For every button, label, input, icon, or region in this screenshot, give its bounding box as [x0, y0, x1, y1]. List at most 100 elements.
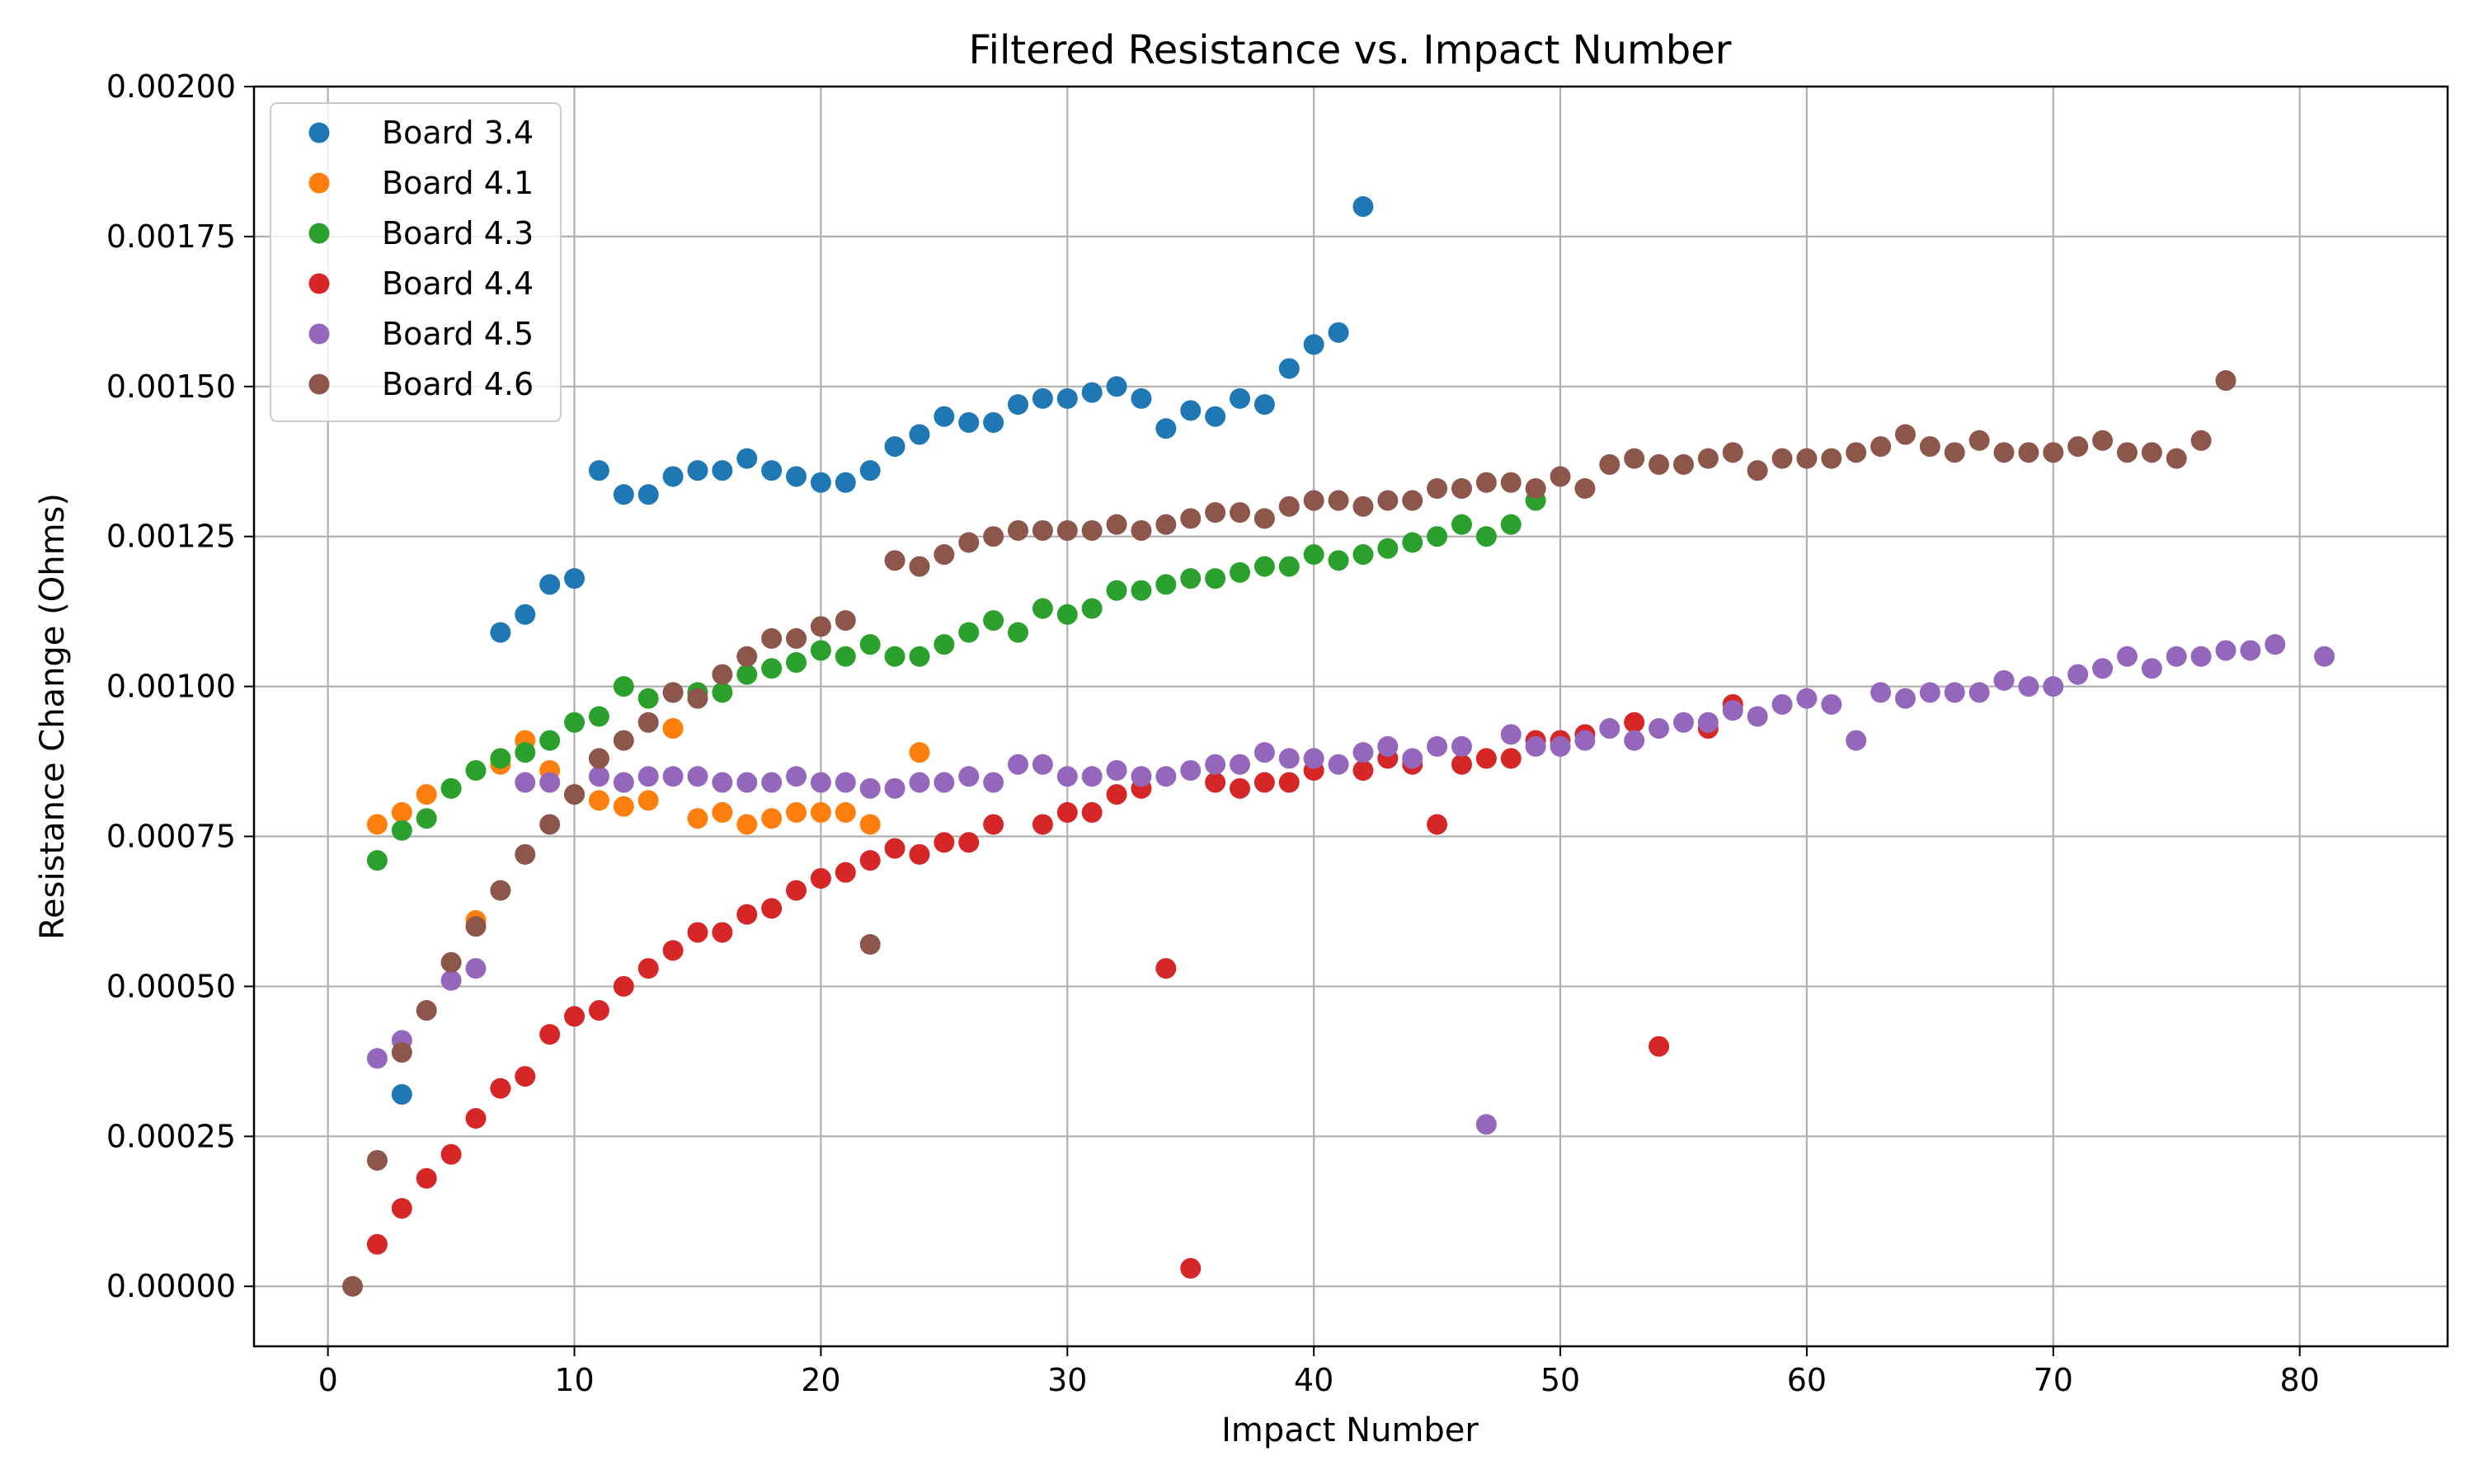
- data-point: [884, 646, 905, 667]
- legend-label: Board 4.1: [382, 165, 534, 201]
- data-point: [934, 772, 955, 793]
- data-point: [786, 766, 807, 787]
- legend-label: Board 4.3: [382, 215, 534, 251]
- data-point: [539, 1024, 561, 1045]
- data-point: [835, 862, 856, 883]
- data-point: [391, 1198, 412, 1219]
- data-point: [1451, 735, 1472, 757]
- data-point: [1427, 814, 1448, 835]
- data-point: [2116, 442, 2138, 463]
- data-point: [1525, 478, 1546, 500]
- data-point: [1155, 958, 1177, 979]
- x-tick-label: 50: [1540, 1362, 1580, 1398]
- data-point: [1131, 580, 1152, 601]
- data-point: [2190, 430, 2212, 451]
- data-point: [2240, 640, 2261, 661]
- data-point: [1624, 448, 1645, 469]
- data-point: [637, 711, 659, 733]
- data-point: [1894, 424, 1916, 445]
- data-point: [416, 1000, 437, 1021]
- data-point: [391, 819, 412, 841]
- data-point: [859, 460, 881, 481]
- data-point: [1008, 394, 1029, 416]
- data-point: [1278, 556, 1300, 577]
- data-point: [1525, 735, 1546, 757]
- data-point: [1500, 472, 1522, 493]
- chart-title: Filtered Resistance vs. Impact Number: [968, 27, 1731, 73]
- data-point: [1599, 718, 1620, 740]
- data-point: [564, 1006, 586, 1027]
- data-point: [835, 610, 856, 632]
- data-point: [662, 718, 684, 740]
- x-tick-label: 30: [1047, 1362, 1087, 1398]
- data-point: [761, 460, 783, 481]
- data-point: [1870, 436, 1892, 458]
- data-point: [1944, 682, 1965, 703]
- data-point: [342, 1275, 364, 1297]
- data-point: [588, 790, 609, 811]
- legend-label: Board 4.5: [382, 316, 534, 352]
- data-point: [1303, 334, 1324, 355]
- data-point: [1377, 735, 1399, 757]
- data-point: [662, 682, 684, 703]
- data-point: [662, 766, 684, 787]
- data-point: [1747, 706, 1768, 727]
- data-point: [1106, 759, 1127, 781]
- data-point: [564, 784, 586, 805]
- data-point: [490, 1078, 511, 1099]
- data-point: [1500, 724, 1522, 745]
- data-point: [736, 772, 758, 793]
- data-point: [958, 832, 980, 853]
- data-point: [2043, 676, 2064, 697]
- data-points: [342, 196, 2335, 1297]
- x-tick-label: 80: [2279, 1362, 2319, 1398]
- data-point: [1180, 1257, 1202, 1279]
- data-point: [564, 568, 586, 589]
- data-point: [810, 616, 831, 637]
- data-point: [958, 411, 980, 433]
- y-tick-label: 0.00050: [106, 968, 236, 1004]
- data-point: [835, 472, 856, 493]
- data-point: [416, 784, 437, 805]
- data-point: [1081, 801, 1103, 823]
- x-tick-label: 0: [318, 1362, 338, 1398]
- legend-marker: [308, 373, 330, 395]
- data-point: [1944, 442, 1965, 463]
- legend-marker: [308, 323, 330, 345]
- data-point: [1056, 603, 1078, 625]
- data-point: [465, 759, 487, 781]
- data-point: [712, 772, 733, 793]
- data-point: [515, 772, 536, 793]
- data-point: [761, 658, 783, 679]
- data-point: [786, 466, 807, 487]
- data-point: [588, 1000, 609, 1021]
- legend-marker: [308, 122, 330, 143]
- data-point: [2141, 442, 2162, 463]
- data-point: [1846, 442, 1867, 463]
- data-point: [1056, 519, 1078, 541]
- data-point: [1402, 490, 1423, 511]
- data-point: [934, 544, 955, 566]
- data-point: [2018, 442, 2039, 463]
- data-point: [1032, 598, 1053, 619]
- y-tick-label: 0.00125: [106, 519, 236, 555]
- data-point: [884, 436, 905, 458]
- data-point: [1377, 490, 1399, 511]
- data-point: [1131, 387, 1152, 409]
- data-point: [416, 808, 437, 829]
- data-point: [1328, 490, 1349, 511]
- data-point: [1427, 478, 1448, 500]
- data-point: [613, 676, 634, 697]
- data-point: [884, 550, 905, 571]
- data-point: [539, 814, 561, 835]
- data-point: [2141, 658, 2162, 679]
- data-point: [1303, 544, 1324, 566]
- data-point: [1672, 711, 1694, 733]
- data-point: [1649, 718, 1670, 740]
- legend-label: Board 3.4: [382, 115, 534, 151]
- data-point: [1278, 358, 1300, 379]
- data-point: [983, 814, 1004, 835]
- data-point: [810, 472, 831, 493]
- legend: Board 3.4 Board 4.1 Board 4.3 Board 4.4 Boar…: [270, 102, 562, 422]
- data-point: [1771, 693, 1793, 715]
